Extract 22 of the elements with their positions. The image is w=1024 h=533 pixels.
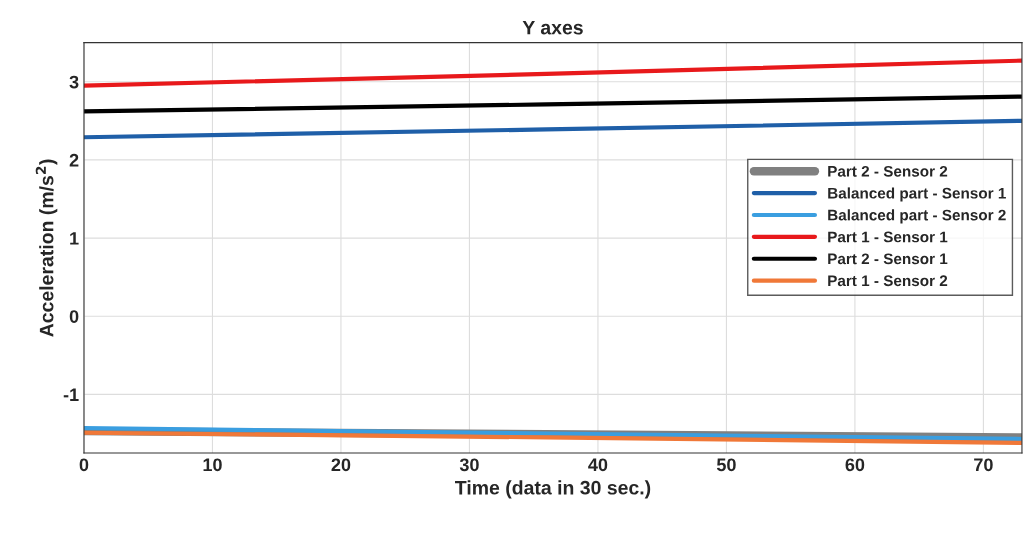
y-tick-label: 3 — [69, 75, 79, 89]
y-tick-label: -1 — [63, 388, 79, 401]
x-tick-label: 10 — [203, 458, 222, 472]
y-tick-label: 1 — [70, 232, 79, 245]
legend-label: Balanced part - Sensor 1 — [828, 187, 1006, 202]
x-tick-label: 30 — [459, 458, 479, 472]
y-axis-title: Acceleration (m/s$^{2}$) — [35, 159, 58, 337]
legend-label: Balanced part - Sensor 2 — [828, 209, 1006, 224]
x-axis-title: Time (data in 30 sec.) — [455, 480, 651, 499]
legend-label: Part 2 - Sensor 2 — [828, 165, 948, 177]
x-tick-label: 40 — [588, 458, 608, 472]
x-tick-label: 20 — [331, 458, 351, 472]
x-tick-label: 70 — [974, 458, 993, 472]
x-tick-label: 60 — [845, 458, 865, 472]
legend-label: Part 1 - Sensor 2 — [828, 275, 948, 287]
legend-label: Part 2 - Sensor 1 — [828, 253, 948, 265]
y-tick-label: 0 — [69, 310, 79, 323]
x-tick-label: 0 — [79, 458, 89, 472]
legend-label: Part 1 - Sensor 1 — [828, 231, 948, 243]
x-tick-label: 50 — [716, 458, 736, 472]
chart-title: Y axes — [522, 20, 583, 35]
y-tick-label: 2 — [69, 153, 79, 167]
